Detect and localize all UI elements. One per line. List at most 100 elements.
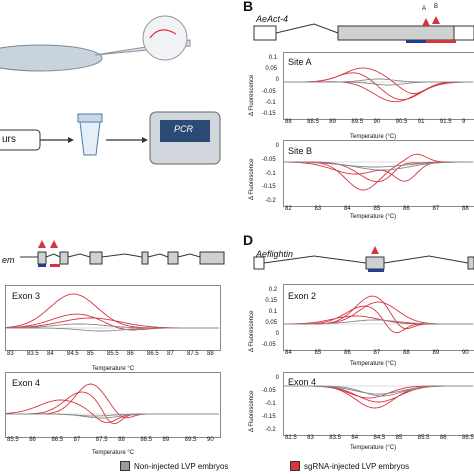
x-tick-label: 85.5 <box>417 435 430 441</box>
x-axis-label: Temperature °C <box>92 450 135 456</box>
y-tick-label: -0.05 <box>262 388 276 394</box>
non-injected-curve <box>283 385 473 395</box>
x-tick-label: 90 <box>462 350 469 356</box>
y-axis-label: Δ Fluorescence <box>249 310 255 352</box>
y-tick-label: -0.1 <box>265 401 276 407</box>
site-label-b: B <box>434 4 439 10</box>
y-tick-label: 0.05 <box>265 66 278 73</box>
y-tick-label: 0 <box>275 375 279 381</box>
x-tick-label: 83 <box>314 206 322 212</box>
site-label-a: A <box>422 6 427 12</box>
plot-title: Exon 4 <box>12 378 41 388</box>
x-tick-label: 88.5 <box>307 119 319 125</box>
melt-curves-d2 <box>283 385 474 409</box>
plot-title: Site A <box>288 57 312 67</box>
gene-model-b <box>253 16 474 43</box>
y-tick-label: -0.05 <box>262 88 276 95</box>
x-tick-label: 90 <box>373 119 381 125</box>
melt-curves-b1 <box>283 67 474 103</box>
x-tick-label: 86.5 <box>462 435 474 441</box>
y-tick-label: -0.2 <box>265 427 276 433</box>
gene-name-d: Aeflightin <box>256 249 294 259</box>
pcr-label: PCR <box>174 124 194 134</box>
y-tick-label: -0.1 <box>265 170 276 177</box>
legend-item-sgrna-injected: sgRNA-injected LVP embryos <box>290 461 409 471</box>
x-tick-label: 85 <box>395 435 403 441</box>
x-tick-label: 89 <box>329 119 336 125</box>
x-tick-label: 84 <box>351 435 359 441</box>
y-tick-label: 0.15 <box>265 298 278 304</box>
panel-letter-d: D <box>243 232 254 248</box>
x-tick-label: 88 <box>285 119 292 125</box>
x-tick-label: 87 <box>373 350 381 356</box>
y-axis-label: Δ Fluorescence <box>249 390 255 432</box>
x-tick-label: 88 <box>462 206 469 212</box>
x-tick-label: 82.5 <box>285 435 297 441</box>
legend-swatch-gray <box>120 461 130 471</box>
x-tick-label: 86 <box>403 206 410 212</box>
x-tick-label: 86.5 <box>51 437 64 443</box>
non-injected-curve <box>283 161 473 171</box>
plot-title: Exon 4 <box>288 377 317 387</box>
x-axis-label: Temperature (°C) <box>350 214 397 220</box>
x-tick-label: 88.5 <box>140 437 153 443</box>
melt-curves-c2 <box>4 383 219 425</box>
tube-label: urs <box>2 134 16 145</box>
y-tick-label: -0.15 <box>262 111 276 117</box>
plot-c-exon-3 <box>5 285 221 351</box>
x-tick-label: 83.5 <box>27 351 39 357</box>
plot-b-site-b <box>283 140 474 207</box>
plot-d-exon-2 <box>283 284 474 351</box>
x-tick-label: 89 <box>162 437 170 443</box>
x-tick-label: 85 <box>87 351 94 357</box>
y-axis-label: Δ Fluorescence <box>249 74 255 116</box>
injected-curve <box>5 391 219 425</box>
plot-c-exon-4 <box>5 372 221 438</box>
non-injected-curve <box>5 413 219 419</box>
non-injected-curve <box>283 161 473 168</box>
x-tick-label: 82 <box>285 206 292 212</box>
x-tick-label: 9 <box>462 119 466 125</box>
x-tick-label: 83.5 <box>329 435 341 441</box>
x-axis-label: Temperature (°C) <box>350 445 397 451</box>
x-tick-label: 89.5 <box>184 437 197 443</box>
gene-model-c <box>20 240 225 267</box>
plot-title: Site B <box>288 146 313 156</box>
y-tick-label: 0.2 <box>268 287 278 293</box>
injected-curve <box>4 293 219 329</box>
y-tick-label: 0 <box>275 143 279 149</box>
y-tick-label: -0.15 <box>262 414 276 420</box>
y-tick-label: 0.1 <box>268 309 278 315</box>
x-tick-label: 83 <box>7 351 14 357</box>
x-tick-label: 87 <box>432 206 440 212</box>
x-tick-label: 88 <box>403 350 410 356</box>
non-injected-curve <box>5 327 219 332</box>
x-tick-label: 84 <box>344 206 351 212</box>
x-tick-label: 90 <box>207 437 214 443</box>
panel-a-illustration <box>0 15 221 165</box>
x-tick-label: 88 <box>207 351 214 357</box>
x-tick-label: 86 <box>439 435 447 441</box>
y-tick-label: 0.1 <box>268 55 278 61</box>
x-tick-label: 83 <box>307 435 314 441</box>
x-tick-label: 84 <box>285 350 292 356</box>
legend-swatch-red <box>290 461 300 471</box>
injected-curve <box>283 161 473 183</box>
x-tick-label: 86.5 <box>147 351 159 357</box>
x-tick-label: 84.5 <box>67 351 79 357</box>
gene-name-c: em <box>2 255 15 265</box>
non-injected-curve <box>283 385 473 397</box>
y-tick-label: -0.05 <box>262 342 276 348</box>
injected-curve <box>4 399 219 424</box>
non-injected-curve <box>283 81 473 86</box>
x-tick-label: 84 <box>47 351 54 357</box>
y-tick-label: -0.1 <box>265 99 276 106</box>
plot-title: Exon 2 <box>288 291 317 301</box>
y-tick-label: -0.2 <box>265 198 276 204</box>
y-tick-label: -0.05 <box>262 156 276 163</box>
x-tick-label: 86 <box>29 437 36 443</box>
x-tick-label: 91.5 <box>439 119 452 125</box>
non-injected-curve <box>5 413 219 417</box>
x-tick-label: 89.5 <box>351 119 364 125</box>
panel-letter-b: B <box>243 0 254 14</box>
